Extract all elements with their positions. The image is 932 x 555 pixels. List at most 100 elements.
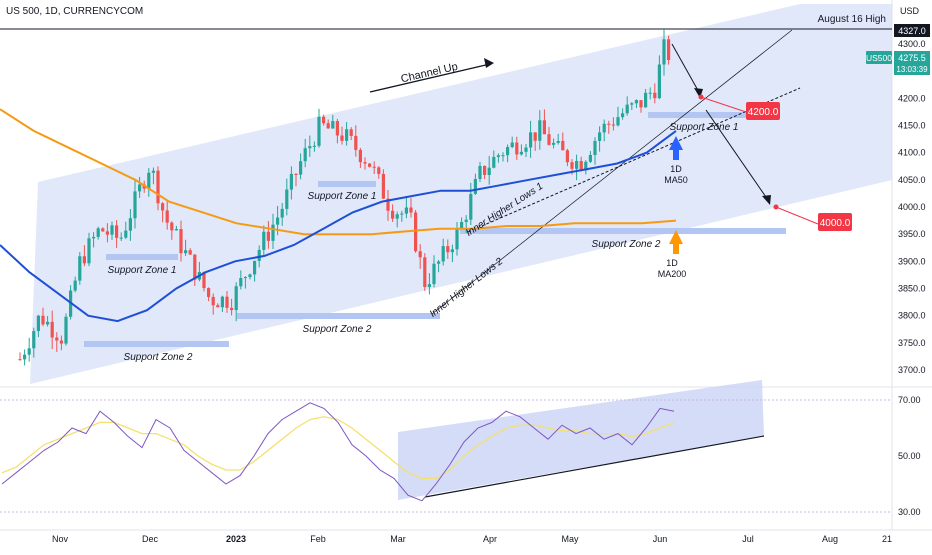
channel-up-arrow: [369, 63, 491, 93]
candle-body-down: [266, 231, 270, 241]
high-price-badge: [894, 24, 930, 37]
candle-body-down: [579, 160, 583, 171]
symbol-badge-label: US500: [866, 53, 892, 63]
target-1-badge[interactable]: [746, 102, 780, 120]
target-2-badge[interactable]: [818, 213, 852, 231]
candle-body-up: [285, 189, 289, 209]
candle-body-up: [441, 246, 445, 262]
candle-body-up: [630, 103, 634, 105]
candle-body-down: [193, 254, 197, 280]
price-tick-label: 4000.0: [898, 202, 926, 212]
candle-body-up: [73, 280, 77, 291]
candle-body-up: [575, 160, 579, 169]
last-price-badge: [894, 51, 930, 75]
candle-body-down: [101, 228, 105, 232]
projection-arrow-2: [705, 109, 769, 201]
price-tick-label: 4100.0: [898, 148, 926, 158]
ma200-line[interactable]: [0, 108, 677, 236]
candle-body-down: [377, 167, 381, 174]
channel-up-arrow-head: [484, 58, 494, 68]
candle-body-up: [427, 284, 431, 288]
support-zone-1-feb-label: Support Zone 1: [308, 191, 377, 202]
target-2-label: 4000.0: [820, 218, 851, 229]
rsi-tick-label: 70.00: [898, 395, 921, 405]
candle-body-down: [483, 165, 487, 175]
candle-body-up: [147, 172, 151, 189]
target-1-label: 4200.0: [748, 107, 779, 118]
price-tick-label: 3700.0: [898, 365, 926, 375]
candle-body-up: [289, 173, 293, 190]
time-tick-label: Apr: [483, 534, 497, 544]
candle-body-up: [46, 321, 50, 325]
ma200-label-2: MA200: [658, 269, 687, 279]
channel-up-band: [30, 4, 892, 384]
inner-higher-lows-2-line[interactable]: [431, 29, 793, 315]
time-tick-label: Jun: [653, 534, 668, 544]
candle-body-up: [133, 191, 137, 219]
candle-body-up: [184, 250, 188, 254]
candle-body-down: [326, 123, 330, 129]
rsi-channel-band: [398, 380, 764, 500]
candle-body-up: [262, 231, 266, 250]
candle-body-up: [27, 348, 31, 355]
rsi-trendline[interactable]: [424, 435, 765, 498]
candle-body-down: [294, 173, 298, 175]
candle-body-down: [170, 222, 174, 231]
time-tick-label: 2023: [226, 534, 246, 544]
candle-body-down: [105, 231, 109, 235]
support-zone-2-jun[interactable]: [460, 228, 786, 234]
price-tick-label: 3950.0: [898, 229, 926, 239]
candle-body-up: [501, 155, 505, 157]
candle-body-down: [561, 140, 565, 151]
candle-body-up: [138, 184, 142, 192]
candle-body-up: [552, 142, 556, 145]
candle-body-up: [119, 237, 123, 239]
candle-body-down: [391, 210, 395, 219]
candle-body-up: [593, 140, 597, 155]
high-price-value: 4327.0: [898, 26, 926, 36]
candle-body-up: [243, 277, 247, 279]
candle-body-up: [124, 230, 128, 238]
time-tick-label: Nov: [52, 534, 69, 544]
ma200-arrow-icon: [669, 230, 683, 254]
support-zone-1-nov[interactable]: [106, 254, 178, 260]
candle-body-up: [239, 278, 243, 287]
candle-body-up: [400, 213, 404, 215]
candle-body-down: [82, 256, 86, 264]
support-zone-1-nov-label: Support Zone 1: [108, 265, 177, 276]
candle-body-up: [519, 151, 523, 155]
target-1-leader: [700, 96, 747, 113]
candle-body-up: [496, 155, 500, 157]
rsi-tick-label: 30.00: [898, 507, 921, 517]
candles-group: [18, 29, 671, 366]
time-axis-ticks: Nov Dec 2023 Feb Mar Apr May Jun Jul Aug 21: [52, 534, 892, 544]
candle-body-up: [257, 249, 261, 261]
rsi-axis-ticks: 70.00 50.00 30.00: [898, 395, 921, 517]
candle-body-up: [36, 315, 40, 332]
candle-body-down: [639, 100, 643, 108]
time-tick-label: Aug: [822, 534, 838, 544]
candle-body-up: [510, 142, 514, 148]
ma50-line[interactable]: [0, 130, 677, 323]
candle-body-up: [78, 256, 82, 281]
candle-body-up: [331, 121, 335, 129]
support-zone-2-dec-label: Support Zone 2: [303, 324, 372, 335]
support-zone-1-feb[interactable]: [318, 181, 376, 187]
candle-body-down: [446, 246, 450, 253]
support-zone-2-dec[interactable]: [237, 313, 440, 319]
support-zone-2-oct[interactable]: [84, 341, 229, 347]
candle-body-down: [230, 307, 234, 311]
candle-body-down: [202, 272, 206, 289]
candle-body-down: [55, 337, 59, 341]
symbol-badge[interactable]: [866, 51, 892, 64]
time-tick-label: Mar: [390, 534, 406, 544]
candle-body-down: [225, 296, 229, 308]
candle-body-down: [368, 163, 372, 167]
time-tick-label: 21: [882, 534, 892, 544]
support-zone-1-jun[interactable]: [648, 112, 773, 118]
candle-body-up: [32, 331, 36, 349]
ma50-label-1: 1D: [670, 164, 682, 174]
candle-body-down: [207, 288, 211, 297]
